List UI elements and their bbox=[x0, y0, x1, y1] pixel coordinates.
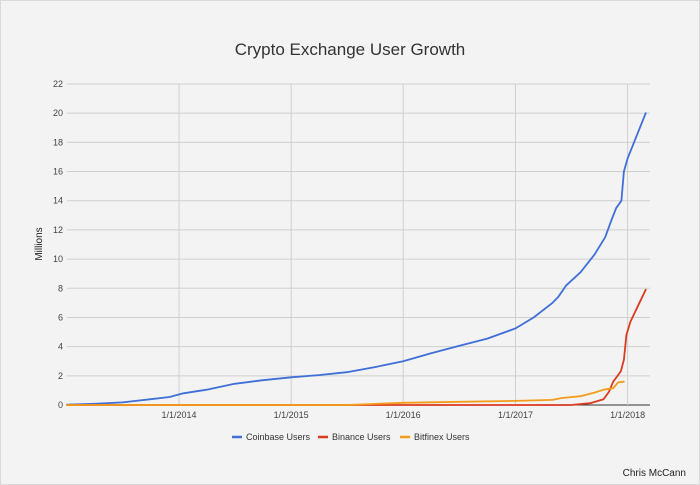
x-tick-label: 1/1/2014 bbox=[162, 410, 197, 420]
binance-users-legend-label: Binance Users bbox=[332, 432, 391, 442]
y-tick-label: 16 bbox=[53, 167, 63, 177]
y-tick-label: 8 bbox=[58, 283, 63, 293]
y-tick-label: 18 bbox=[53, 137, 63, 147]
x-tick-label: 1/1/2018 bbox=[610, 410, 645, 420]
y-tick-label: 6 bbox=[58, 312, 63, 322]
gridlines bbox=[67, 83, 650, 406]
y-tick-label: 4 bbox=[58, 342, 63, 352]
y-tick-label: 14 bbox=[53, 196, 63, 206]
y-tick-label: 2 bbox=[58, 371, 63, 381]
y-axis-ticks: 0 2 4 6 8 10 12 14 16 18 20 22 bbox=[53, 79, 63, 410]
chart-title: Crypto Exchange User Growth bbox=[235, 40, 466, 59]
coinbase-users-legend-label: Coinbase Users bbox=[246, 432, 311, 442]
y-tick-label: 20 bbox=[53, 108, 63, 118]
x-tick-label: 1/1/2016 bbox=[386, 410, 421, 420]
x-tick-label: 1/1/2017 bbox=[498, 410, 533, 420]
x-tick-label: 1/1/2015 bbox=[274, 410, 309, 420]
bitfinex-users-legend-label: Bitfinex Users bbox=[414, 432, 470, 442]
y-tick-label: 22 bbox=[53, 79, 63, 89]
legend: Coinbase Users Binance Users Bitfinex User… bbox=[232, 432, 470, 442]
bitfinex-users-line bbox=[66, 380, 625, 406]
y-tick-label: 0 bbox=[58, 400, 63, 410]
chart-credit: Chris McCann bbox=[622, 468, 686, 479]
y-tick-label: 12 bbox=[53, 225, 63, 235]
x-axis-ticks: 1/1/2014 1/1/2015 1/1/2016 1/1/2017 1/1/2018 bbox=[162, 410, 646, 420]
coinbase-users-line bbox=[66, 112, 647, 406]
binance-users-line bbox=[66, 288, 647, 406]
series-lines bbox=[66, 112, 647, 406]
y-axis-label: Millions bbox=[34, 227, 45, 260]
y-tick-label: 10 bbox=[53, 254, 63, 264]
